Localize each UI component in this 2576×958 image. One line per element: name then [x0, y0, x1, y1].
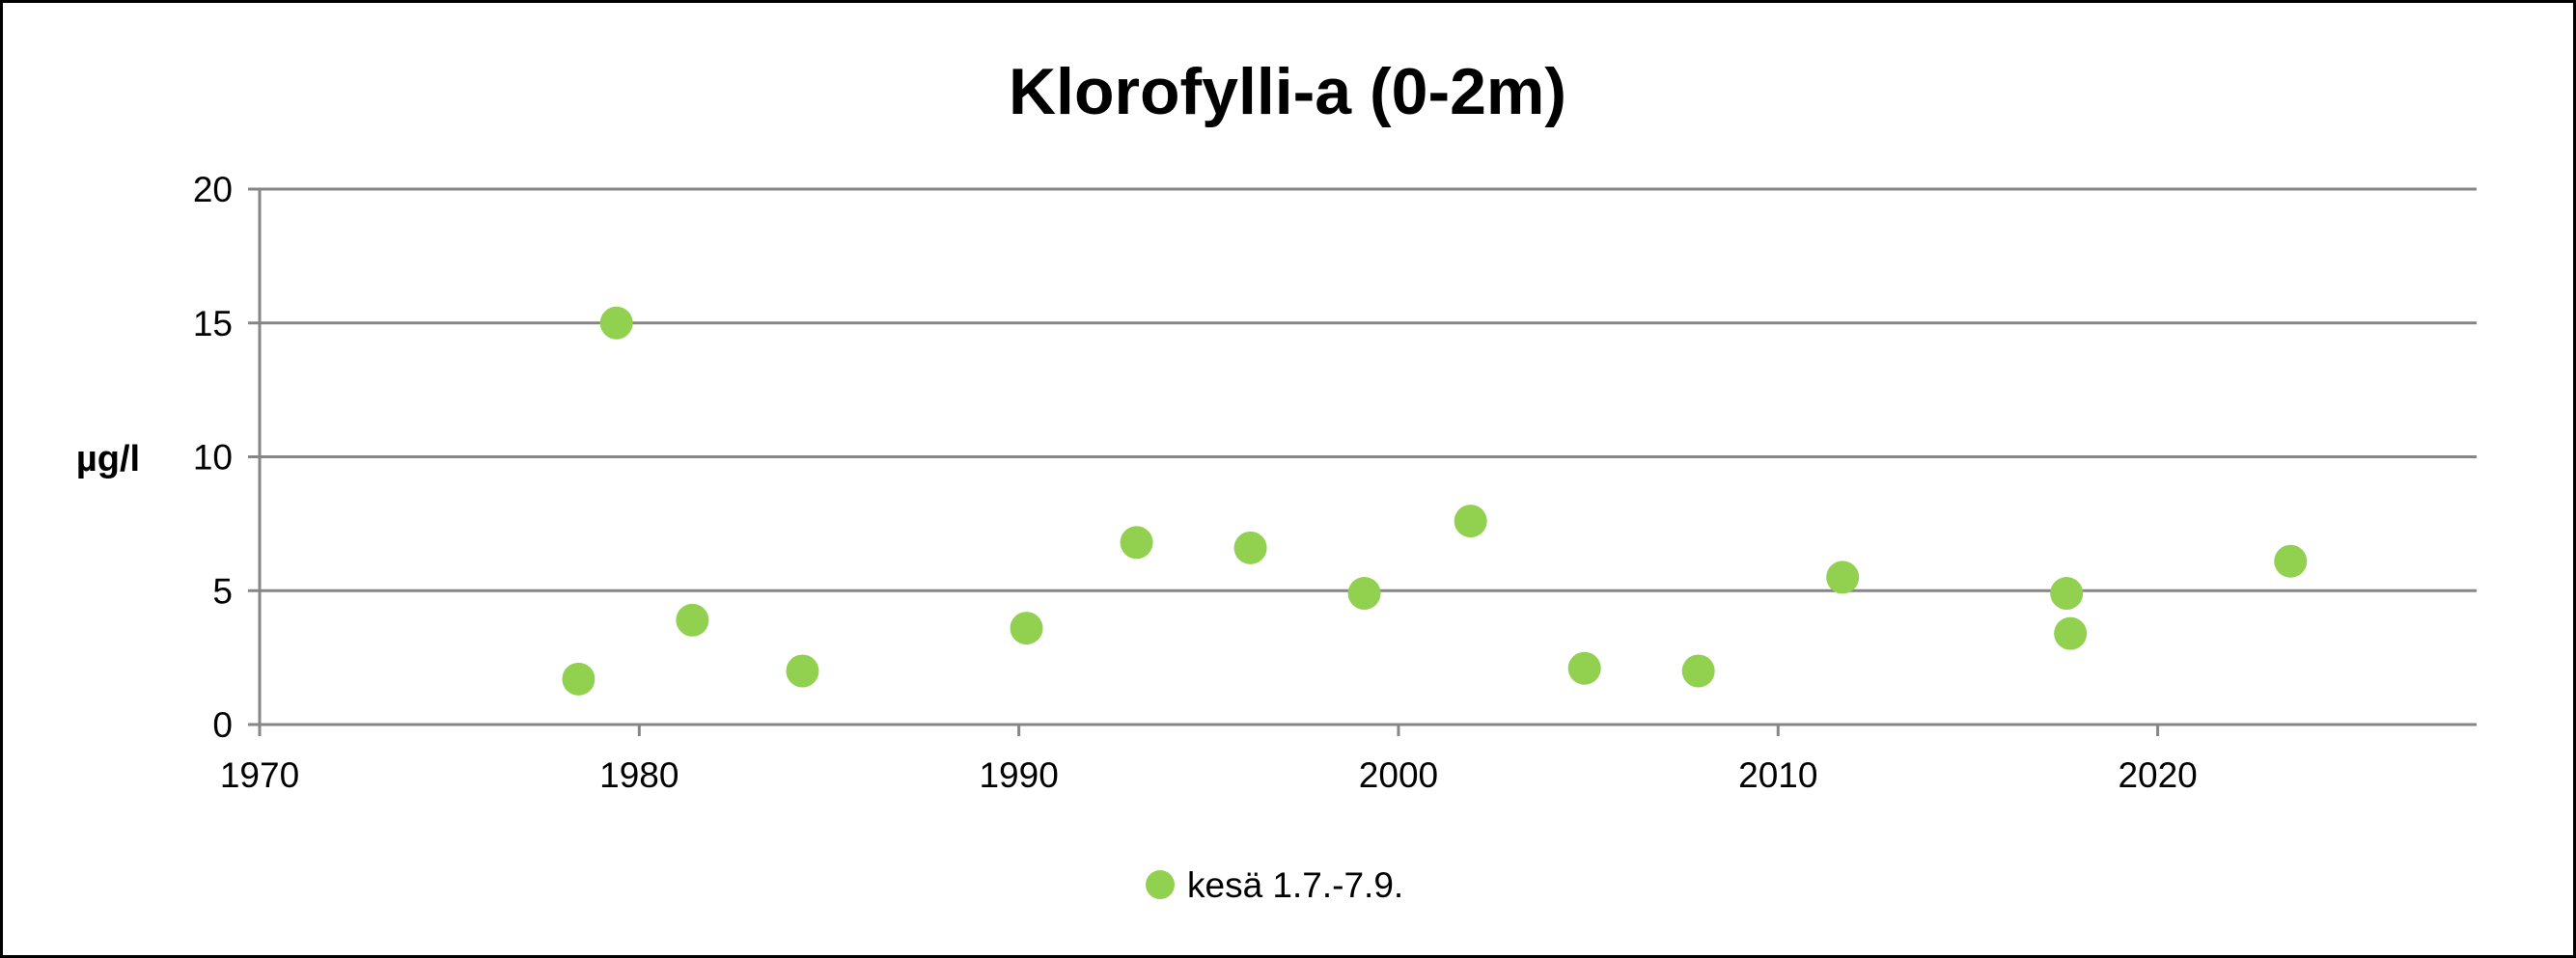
data-point: [562, 662, 596, 696]
data-point: [2274, 544, 2308, 578]
x-tick-label: 2000: [1359, 755, 1438, 795]
x-tick-label: 1980: [599, 755, 679, 795]
axes: 0 5 10 15 20 1970 1980 1990 2000 2010 2020: [193, 170, 2477, 795]
data-point: [786, 654, 819, 688]
y-tick-label: 20: [193, 170, 233, 209]
data-point: [2050, 577, 2084, 611]
data-point: [1233, 531, 1267, 564]
y-tick-label: 5: [212, 571, 233, 611]
chart-title: Klorofylli-a (0-2m): [1009, 55, 1566, 128]
data-point: [1681, 654, 1715, 688]
y-tick-label: 15: [193, 304, 233, 343]
y-tick-label: 10: [193, 438, 233, 478]
data-point: [599, 306, 633, 340]
data-points: [562, 306, 2308, 696]
legend: kesä 1.7.-7.9.: [1146, 865, 1403, 905]
legend-marker: [1146, 870, 1175, 899]
data-point: [1347, 577, 1381, 611]
data-point: [1454, 505, 1487, 538]
data-point: [2054, 616, 2088, 650]
x-tick-label: 1990: [979, 755, 1058, 795]
data-point: [1567, 651, 1601, 685]
x-tick-label: 2010: [1738, 755, 1817, 795]
y-axis-label: µg/l: [76, 439, 140, 479]
data-point: [676, 603, 709, 637]
x-tick-label: 1970: [220, 755, 299, 795]
legend-label: kesä 1.7.-7.9.: [1187, 865, 1403, 905]
x-tick-label: 2020: [2118, 755, 2197, 795]
y-tick-label: 0: [212, 705, 233, 745]
data-point: [1010, 612, 1043, 645]
data-point: [1120, 526, 1153, 560]
data-point: [1826, 561, 1860, 594]
